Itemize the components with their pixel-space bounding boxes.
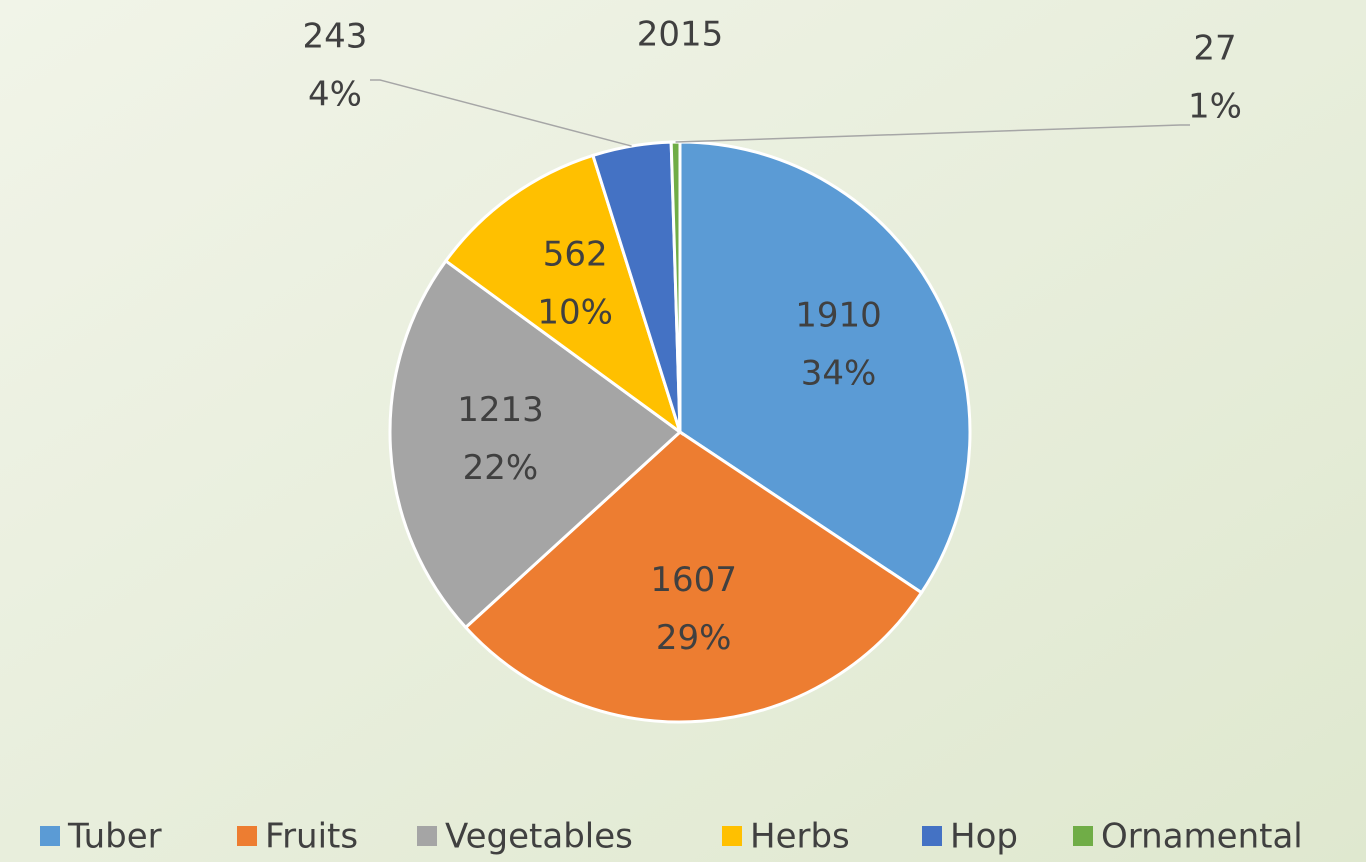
percent-label: 34% [801, 354, 877, 394]
legend-swatch [922, 826, 942, 846]
percent-label: 10% [537, 292, 613, 332]
data-label: 1607 [650, 560, 737, 600]
data-label: 27 [1193, 29, 1236, 69]
percent-label: 1% [1188, 87, 1242, 127]
chart-title: 2015 [637, 15, 724, 55]
legend-swatch [722, 826, 742, 846]
legend-label: Fruits [265, 817, 358, 857]
data-label: 1910 [795, 296, 882, 336]
data-label: 243 [303, 17, 368, 57]
legend-label: Hop [950, 817, 1018, 857]
percent-label: 4% [308, 75, 362, 115]
legend-swatch [1073, 826, 1093, 846]
legend-label: Ornamental [1101, 817, 1303, 857]
percent-label: 22% [463, 448, 539, 488]
legend-swatch [40, 826, 60, 846]
data-label: 562 [543, 234, 608, 274]
legend-swatch [237, 826, 257, 846]
data-label: 1213 [457, 390, 544, 430]
legend-label: Tuber [67, 817, 162, 857]
legend-label: Herbs [750, 817, 850, 857]
percent-label: 29% [656, 618, 732, 658]
legend-swatch [417, 826, 437, 846]
chart: 2015 1910 34% 1607 29% 1213 22% 562 10% 243 4% 27 1… [0, 0, 1366, 862]
legend-label: Vegetables [445, 817, 633, 857]
